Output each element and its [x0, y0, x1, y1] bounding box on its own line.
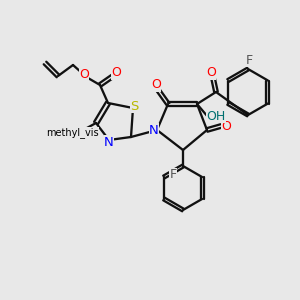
Text: methyl_hidden: methyl_hidden — [70, 131, 81, 133]
Text: methyl_lbl: methyl_lbl — [73, 133, 80, 135]
Text: OH: OH — [206, 110, 226, 122]
Text: O: O — [206, 67, 216, 80]
Text: methyl_vis: methyl_vis — [46, 127, 99, 138]
Text: N: N — [149, 124, 159, 136]
Text: O: O — [79, 68, 89, 82]
Text: O: O — [221, 119, 231, 133]
Text: F: F — [245, 53, 253, 67]
Text: N: N — [104, 136, 114, 148]
Text: S: S — [130, 100, 138, 112]
Text: O: O — [151, 79, 161, 92]
Text: O: O — [111, 67, 121, 80]
Text: F: F — [169, 169, 176, 182]
